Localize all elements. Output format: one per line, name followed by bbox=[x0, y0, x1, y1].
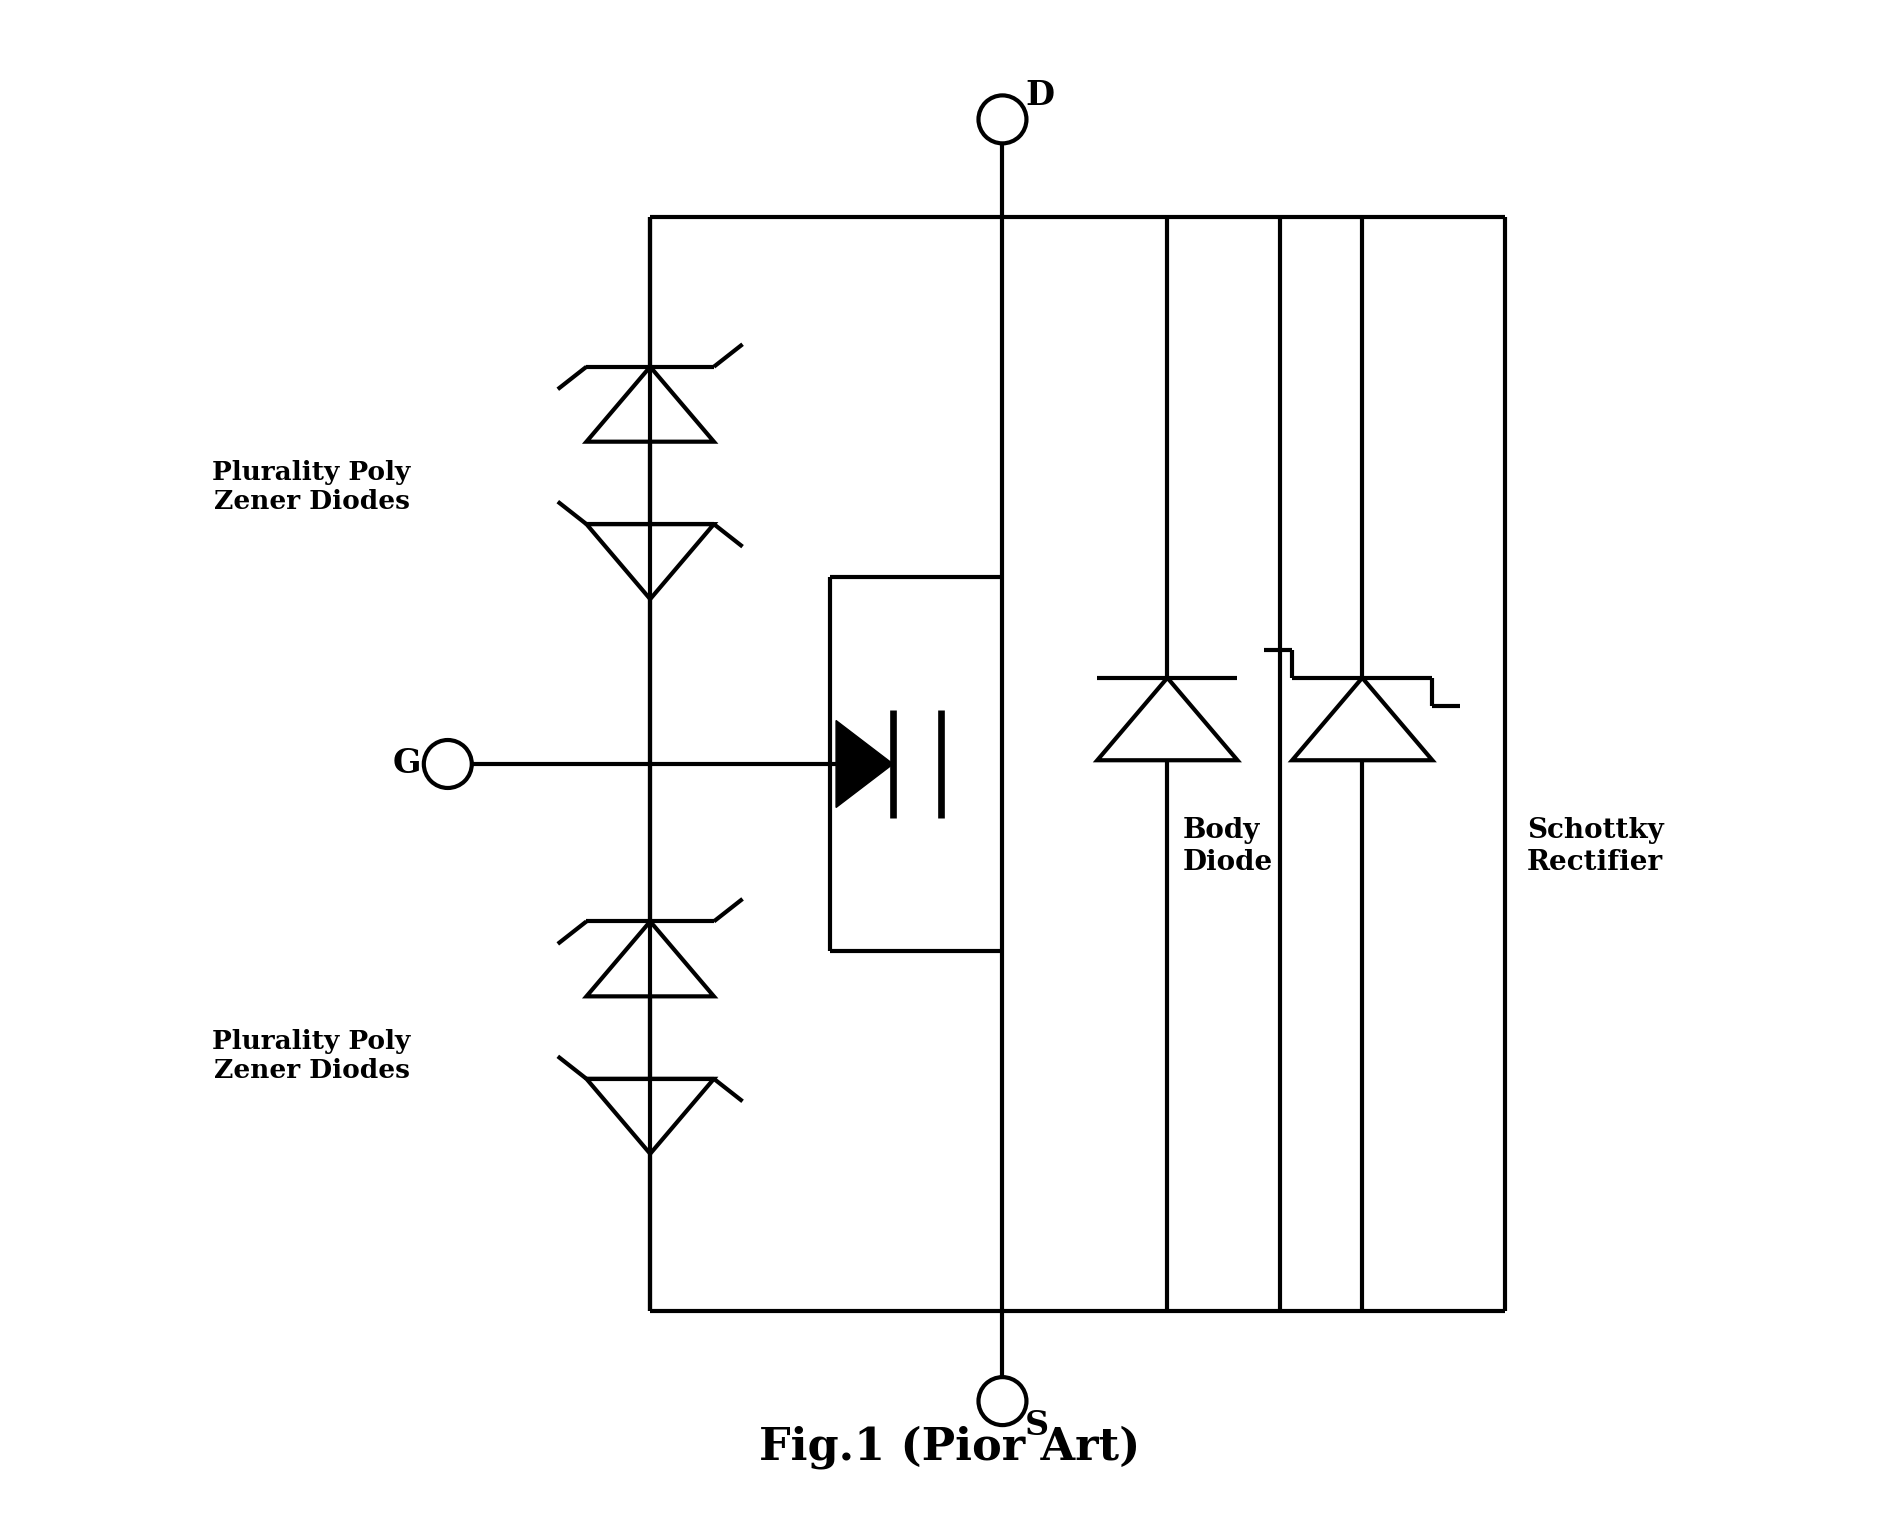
Text: S: S bbox=[1024, 1409, 1049, 1442]
Text: Schottky
Rectifier: Schottky Rectifier bbox=[1528, 817, 1664, 876]
Text: Plurality Poly
Zener Diodes: Plurality Poly Zener Diodes bbox=[213, 460, 410, 513]
Text: D: D bbox=[1024, 79, 1055, 112]
Text: Body
Diode: Body Diode bbox=[1182, 817, 1273, 876]
Text: Fig.1 (Pior Art): Fig.1 (Pior Art) bbox=[760, 1425, 1140, 1469]
Polygon shape bbox=[836, 720, 893, 808]
Text: G: G bbox=[391, 747, 420, 781]
Text: Plurality Poly
Zener Diodes: Plurality Poly Zener Diodes bbox=[213, 1029, 410, 1083]
